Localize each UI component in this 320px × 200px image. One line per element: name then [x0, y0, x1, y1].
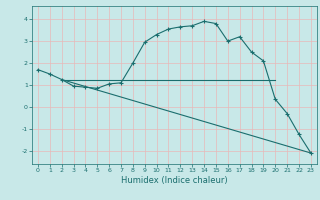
X-axis label: Humidex (Indice chaleur): Humidex (Indice chaleur) [121, 176, 228, 185]
